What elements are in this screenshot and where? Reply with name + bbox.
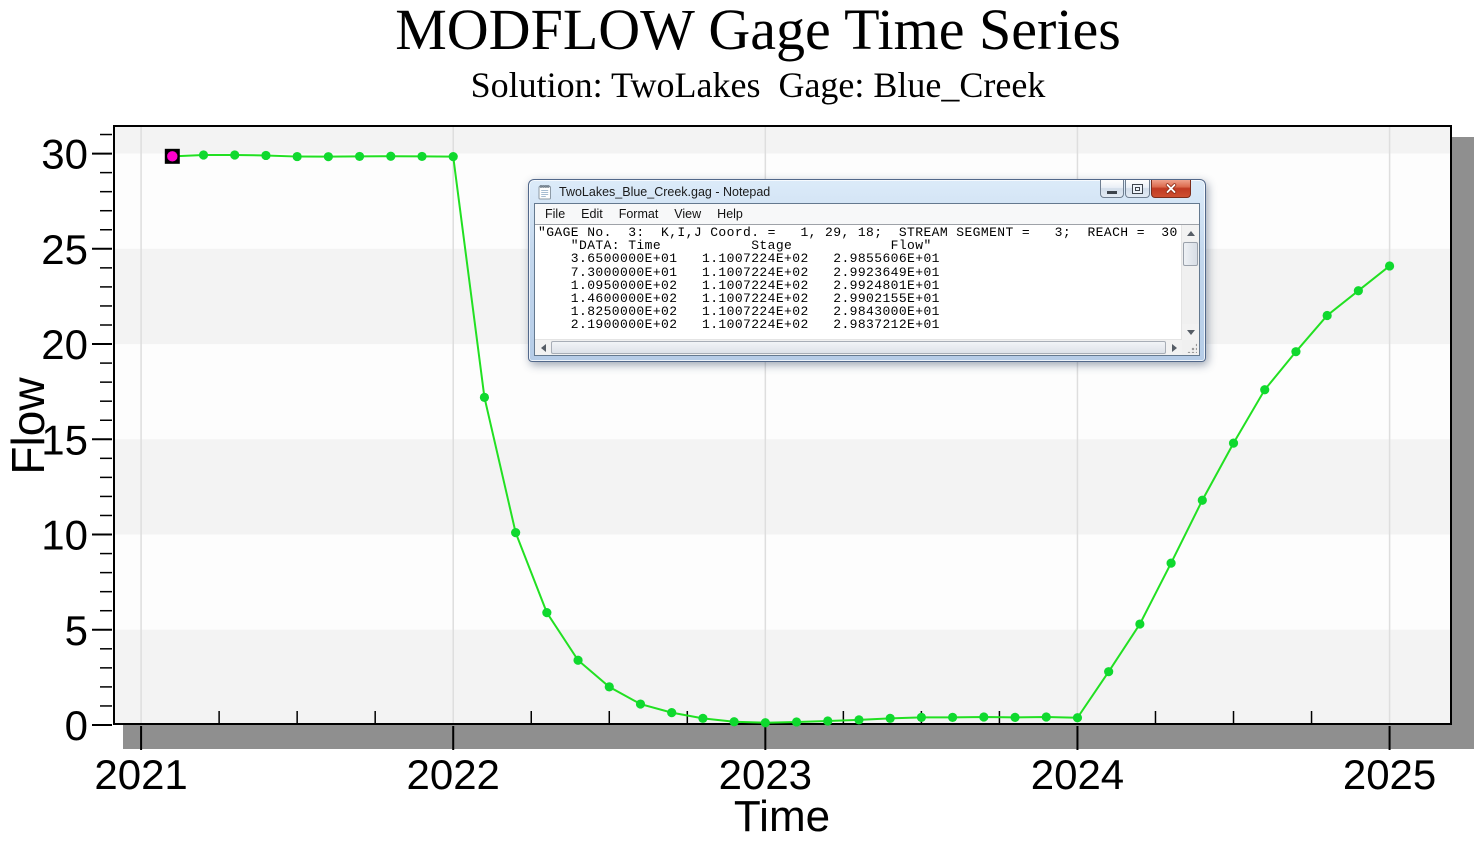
plot-band (114, 439, 1451, 535)
v-scroll-thumb[interactable] (1183, 242, 1198, 266)
resize-grip[interactable] (1182, 340, 1199, 355)
arrow-left-icon (540, 343, 546, 352)
x-tick-label: 2025 (1343, 751, 1436, 798)
arrow-down-icon (1186, 329, 1195, 335)
menu-item-edit[interactable]: Edit (581, 207, 603, 221)
h-scroll-thumb[interactable] (551, 341, 1166, 354)
y-tick-label: 15 (41, 416, 88, 463)
data-point-marker[interactable] (542, 608, 552, 618)
x-tick-label: 2024 (1031, 751, 1124, 798)
data-point-marker[interactable] (635, 699, 646, 709)
data-point-marker[interactable] (854, 715, 864, 725)
close-icon (1165, 183, 1177, 194)
chart-subtitle: Solution: TwoLakes Gage: Blue_Creek (470, 65, 1046, 105)
menu-item-format[interactable]: Format (618, 207, 659, 221)
data-point-marker[interactable] (885, 713, 895, 723)
data-point-marker[interactable] (979, 712, 989, 722)
menu-bar: File Edit Format View Help (535, 204, 1199, 224)
y-tick-label: 0 (65, 702, 88, 749)
data-point-marker[interactable] (448, 152, 458, 162)
data-point-marker[interactable] (948, 712, 958, 722)
arrow-up-icon (1186, 230, 1195, 236)
data-point-marker[interactable] (1228, 438, 1239, 448)
data-point-marker[interactable] (198, 150, 209, 160)
data-point-marker[interactable] (667, 708, 677, 718)
maximize-icon (1132, 183, 1143, 194)
plot-frame (113, 125, 1452, 725)
y-tick-label: 5 (65, 607, 88, 654)
y-tick-label: 20 (41, 321, 88, 368)
data-point-marker[interactable] (573, 655, 583, 665)
window-title: TwoLakes_Blue_Creek.gag - Notepad (559, 184, 771, 199)
data-point-marker[interactable] (604, 682, 614, 692)
title-bar[interactable]: TwoLakes_Blue_Creek.gag - Notepad (529, 180, 1205, 203)
scroll-up-button[interactable] (1182, 225, 1199, 241)
menu-item-file[interactable]: File (545, 207, 566, 221)
data-point-marker[interactable] (1135, 619, 1145, 629)
h-scrollbar[interactable] (535, 339, 1182, 355)
v-scrollbar[interactable] (1181, 225, 1199, 340)
data-point-marker[interactable] (1260, 385, 1270, 395)
data-point-marker[interactable] (1072, 713, 1083, 723)
data-point-marker[interactable] (386, 151, 396, 161)
data-point-marker[interactable] (261, 150, 271, 161)
data-point-marker[interactable] (292, 151, 302, 162)
data-point-marker[interactable] (823, 716, 833, 726)
menu-item-view[interactable]: View (674, 207, 702, 221)
menu-item-help[interactable]: Help (717, 207, 743, 221)
y-tick-label: 25 (41, 226, 88, 273)
window-controls (1099, 180, 1191, 198)
y-tick-label: 10 (41, 512, 88, 559)
data-point-marker[interactable] (760, 718, 770, 728)
data-point-marker[interactable] (791, 717, 802, 727)
x-axis-label: Time (733, 792, 831, 841)
series-line (172, 153, 1391, 724)
text-area[interactable]: "GAGE No. 3: K,I,J Coord. = 1, 29, 18; S… (535, 224, 1199, 355)
data-point-marker[interactable] (1197, 495, 1207, 505)
data-point-marker[interactable] (230, 150, 240, 160)
data-point-marker[interactable] (1353, 286, 1363, 296)
data-point-marker[interactable] (354, 151, 365, 162)
data-point-marker[interactable] (511, 528, 521, 538)
minimize-button[interactable] (1100, 180, 1124, 198)
data-point-marker[interactable] (698, 713, 708, 723)
scroll-down-button[interactable] (1182, 324, 1199, 340)
chart-title: MODFLOW Gage Time Series (395, 0, 1121, 62)
notepad-window[interactable]: TwoLakes_Blue_Creek.gag - Notepad (528, 179, 1206, 362)
x-tick-label: 2022 (406, 751, 499, 798)
x-tick-label: 2021 (94, 751, 187, 798)
data-point-marker[interactable] (417, 151, 427, 162)
maximize-button[interactable] (1125, 180, 1150, 198)
scroll-right-button[interactable] (1166, 340, 1182, 355)
y-tick-label: 30 (41, 131, 88, 178)
selected-point-marker[interactable] (167, 151, 178, 162)
close-button[interactable] (1151, 180, 1191, 198)
data-point-marker[interactable] (916, 712, 926, 722)
data-point-marker[interactable] (729, 717, 739, 727)
minimize-icon (1107, 190, 1117, 194)
data-point-marker[interactable] (1291, 347, 1301, 357)
data-point-marker[interactable] (479, 392, 490, 402)
arrow-right-icon (1171, 343, 1177, 352)
data-point-marker[interactable] (1322, 310, 1332, 321)
data-point-marker[interactable] (323, 152, 333, 162)
y-axis-label: Flow (2, 377, 54, 475)
plot-band (114, 125, 1451, 154)
x-tick-label: 2023 (719, 751, 812, 798)
plot-band (114, 629, 1451, 725)
data-point-marker[interactable] (1384, 261, 1395, 271)
client-area: File Edit Format View Help "GAGE No. 3: … (534, 203, 1200, 356)
notepad-icon (538, 184, 551, 199)
data-point-marker[interactable] (1104, 667, 1114, 677)
data-point-marker[interactable] (1041, 712, 1051, 722)
data-point-marker[interactable] (1010, 712, 1020, 722)
scroll-left-button[interactable] (535, 340, 551, 355)
file-content[interactable]: "GAGE No. 3: K,I,J Coord. = 1, 29, 18; S… (538, 226, 1178, 333)
data-point-marker[interactable] (1166, 558, 1176, 568)
